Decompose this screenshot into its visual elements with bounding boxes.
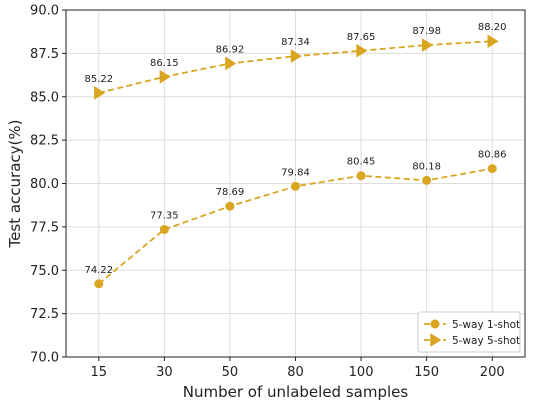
data-label: 87.98: [412, 26, 441, 37]
data-point-triangle: [487, 34, 499, 49]
y-tick-label: 87.5: [30, 47, 59, 62]
x-tick-label: 15: [91, 365, 108, 380]
y-tick-label: 85.0: [30, 90, 59, 105]
y-tick-label: 75.0: [30, 264, 59, 279]
y-tick-label: 82.5: [30, 134, 59, 149]
data-label: 86.92: [216, 44, 245, 55]
series-5-shot: [94, 34, 499, 100]
data-point-circle: [94, 279, 104, 289]
legend-label: 5-way 1-shot: [452, 319, 520, 331]
data-point-triangle: [159, 69, 171, 84]
series-1-shot: [94, 164, 497, 289]
data-point-triangle: [225, 56, 237, 71]
y-tick-label: 90.0: [30, 4, 59, 19]
data-point-circle: [487, 164, 497, 174]
x-axis-ticks: 15 30 50 80 100 150 200: [91, 357, 505, 380]
legend-entry-1-shot: 5-way 1-shot: [424, 319, 520, 331]
x-tick-label: 100: [349, 365, 374, 380]
data-labels: 74.22 77.35 78.69 79.84 80.45 80.18 80.86 85.22…: [84, 22, 506, 276]
y-tick-label: 80.0: [30, 177, 59, 192]
y-tick-label: 77.5: [30, 220, 59, 235]
series-group: [94, 34, 499, 289]
legend-entry-5-shot: 5-way 5-shot: [424, 333, 520, 347]
y-tick-label: 72.5: [30, 307, 59, 322]
x-tick-label: 200: [480, 365, 505, 380]
data-label: 88.20: [478, 22, 507, 33]
x-axis-title: Number of unlabeled samples: [183, 383, 409, 401]
data-label: 77.35: [150, 210, 179, 221]
data-label: 86.15: [150, 58, 179, 69]
x-tick-label: 80: [287, 365, 304, 380]
legend-swatch-triangle-marker: [430, 333, 442, 347]
data-label: 80.45: [347, 157, 376, 168]
x-tick-label: 50: [222, 365, 239, 380]
legend-box: [417, 311, 521, 353]
data-point-triangle: [94, 86, 106, 100]
y-axis-title: Test accuracy(%): [6, 120, 24, 249]
data-label: 78.69: [216, 187, 245, 198]
y-axis-ticks: 70.0 72.5 75.0 77.5 80.0 82.5 85.0 87.5 90.0: [30, 4, 66, 366]
legend-label: 5-way 5-shot: [452, 335, 520, 347]
legend-triangle-marker: [430, 333, 442, 347]
data-point-circle: [225, 201, 235, 211]
data-point-triangle: [421, 38, 433, 52]
data-point-circle: [356, 171, 366, 181]
data-point-circle: [291, 181, 300, 191]
data-point-triangle: [356, 43, 368, 58]
data-label: 87.34: [281, 37, 310, 48]
y-tick-label: 70.0: [30, 351, 59, 366]
data-label: 74.22: [84, 265, 113, 276]
x-tick-label: 150: [414, 365, 439, 380]
data-label: 80.86: [478, 150, 507, 161]
data-label: 80.18: [412, 161, 441, 172]
data-point-triangle: [290, 49, 302, 64]
data-label: 87.65: [347, 32, 376, 43]
legend-circle-marker: [430, 319, 440, 329]
data-point-circle: [422, 175, 432, 185]
data-label: 85.22: [84, 74, 113, 85]
legend: 5-way 1-shot 5-way 5-shot: [417, 311, 521, 353]
data-label: 79.84: [281, 167, 310, 178]
legend-swatch-circle-marker: [430, 319, 440, 329]
data-point-circle: [159, 224, 169, 234]
x-tick-label: 30: [156, 365, 173, 380]
